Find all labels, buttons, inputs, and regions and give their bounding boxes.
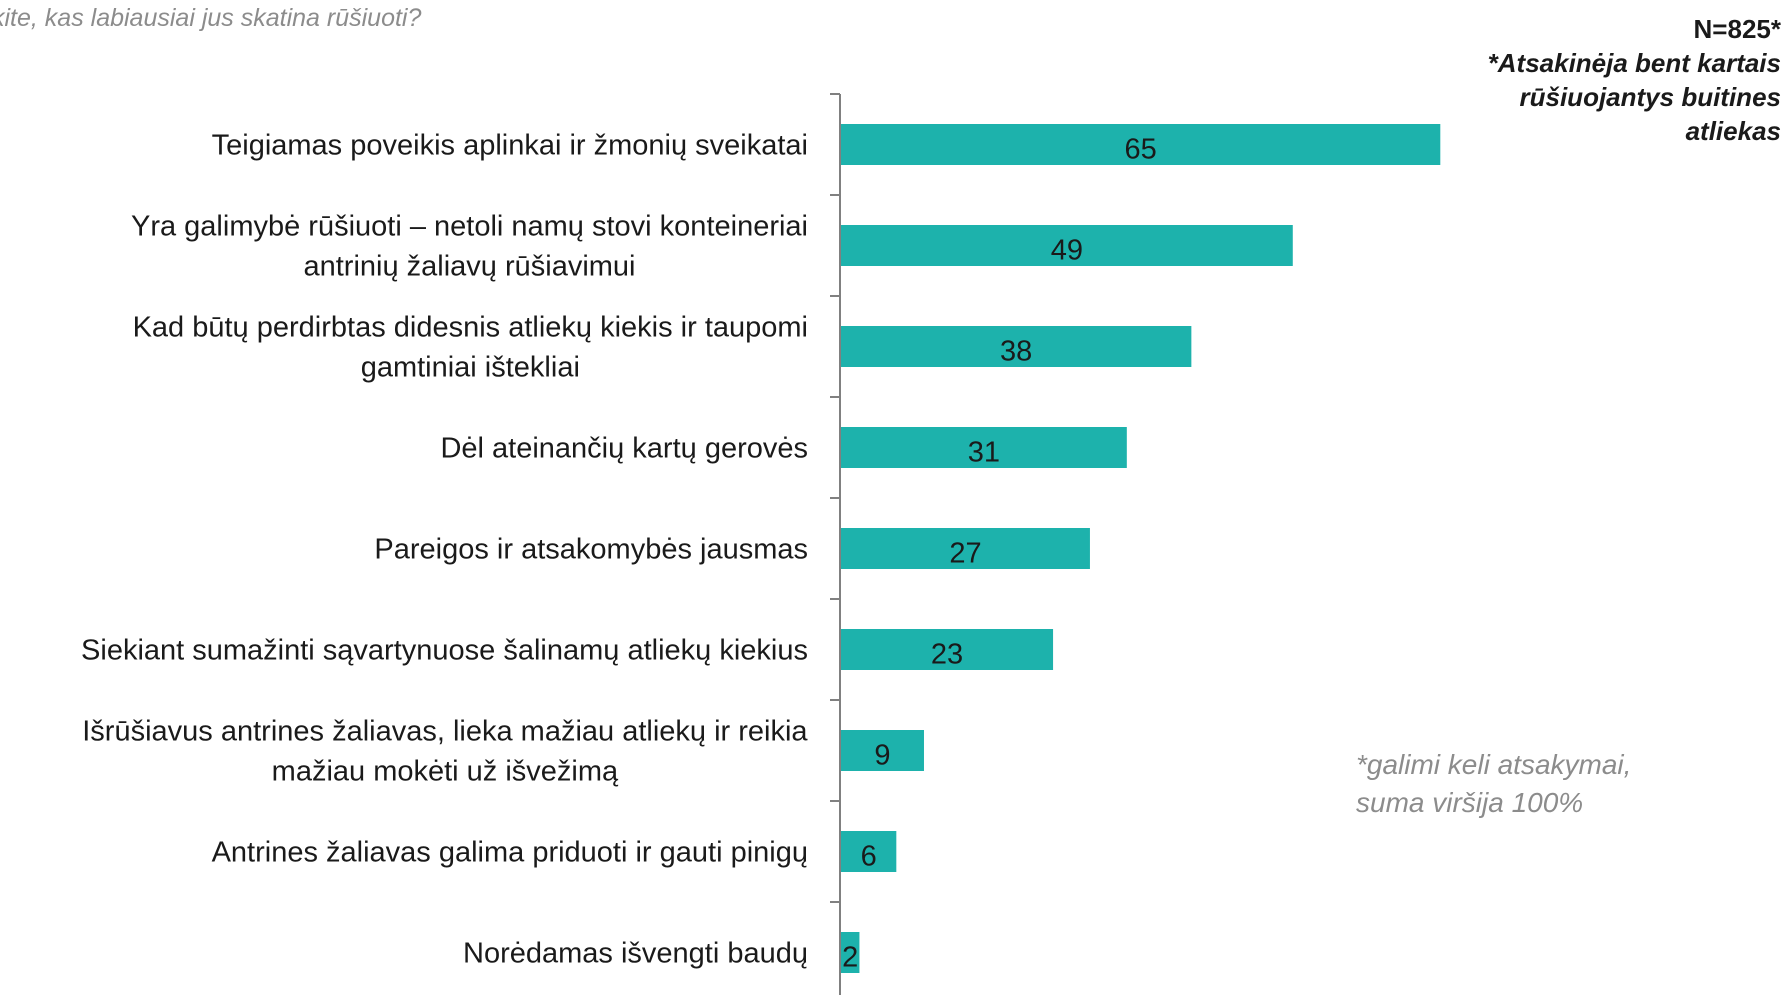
category-label-7: Išrūšiavus antrines žaliavas, lieka maži…	[82, 716, 808, 788]
sample-size: N=825*	[1693, 14, 1781, 44]
value-label-5: 27	[949, 538, 981, 570]
multi-answer-note: *galimi keli atsakymai, suma viršija 100…	[1356, 746, 1631, 822]
category-label-1: Teigiamas poveikis aplinkai ir žmonių sv…	[212, 130, 808, 162]
category-label-line: Kad būtų perdirbtas didesnis atliekų kie…	[133, 312, 808, 344]
sample-note-line-2: rūšiuojantys buitines	[1519, 82, 1782, 112]
category-label-line: Dėl ateinančių kartų gerovės	[440, 433, 808, 465]
value-label-6: 23	[931, 639, 963, 671]
category-label-line: Antrines žaliavas galima priduoti ir gau…	[212, 837, 808, 869]
category-label-line: Teigiamas poveikis aplinkai ir žmonių sv…	[212, 130, 808, 162]
value-label-1: 65	[1125, 134, 1157, 166]
sample-note-line-1: *Atsakinėja bent kartais	[1487, 48, 1781, 78]
category-label-line: Išrūšiavus antrines žaliavas, lieka maži…	[82, 716, 808, 748]
value-label-8: 6	[861, 841, 877, 873]
value-label-7: 9	[874, 740, 890, 772]
bar-9	[841, 932, 860, 973]
bar-6	[841, 629, 1054, 670]
bar-4	[841, 427, 1127, 468]
category-label-line: Yra galimybė rūšiuoti – netoli namų stov…	[131, 211, 808, 243]
category-label-9: Norėdamas išvengti baudų	[463, 938, 808, 970]
value-label-3: 38	[1000, 336, 1032, 368]
bar-8	[841, 831, 897, 872]
multi-answer-note-line-2: suma viršija 100%	[1356, 787, 1584, 818]
category-label-line: antrinių žaliavų rūšiavimui	[303, 251, 635, 283]
category-label-6: Siekiant sumažinti sąvartynuose šalinamų…	[81, 635, 808, 667]
category-label-line: gamtiniai ištekliai	[361, 352, 580, 384]
category-label-line: Norėdamas išvengti baudų	[463, 938, 808, 970]
category-label-4: Dėl ateinančių kartų gerovės	[440, 433, 808, 465]
category-label-5: Pareigos ir atsakomybės jausmas	[374, 534, 808, 566]
category-label-line: Siekiant sumažinti sąvartynuose šalinamų…	[81, 635, 808, 667]
bar-1	[841, 124, 1441, 165]
category-label-line: Pareigos ir atsakomybės jausmas	[374, 534, 808, 566]
category-label-line: mažiau mokėti už išvežimą	[272, 756, 619, 788]
bar-3	[841, 326, 1192, 367]
sample-info: N=825* *Atsakinėja bent kartais rūšiuoja…	[1421, 12, 1781, 148]
bar-7	[841, 730, 924, 771]
sample-note-line-3: atliekas	[1685, 116, 1781, 146]
category-label-2: Yra galimybė rūšiuoti – netoli namų stov…	[131, 211, 808, 283]
multi-answer-note-line-1: *galimi keli atsakymai,	[1356, 749, 1632, 780]
question-text: kite, kas labiausiai jus skatina rūšiuot…	[0, 4, 422, 32]
value-label-4: 31	[968, 437, 1000, 469]
bar-5	[841, 528, 1090, 569]
bar-2	[841, 225, 1293, 266]
value-label-2: 49	[1051, 235, 1083, 267]
value-label-9: 2	[842, 942, 858, 974]
category-label-3: Kad būtų perdirbtas didesnis atliekų kie…	[133, 312, 808, 384]
category-label-8: Antrines žaliavas galima priduoti ir gau…	[212, 837, 808, 869]
